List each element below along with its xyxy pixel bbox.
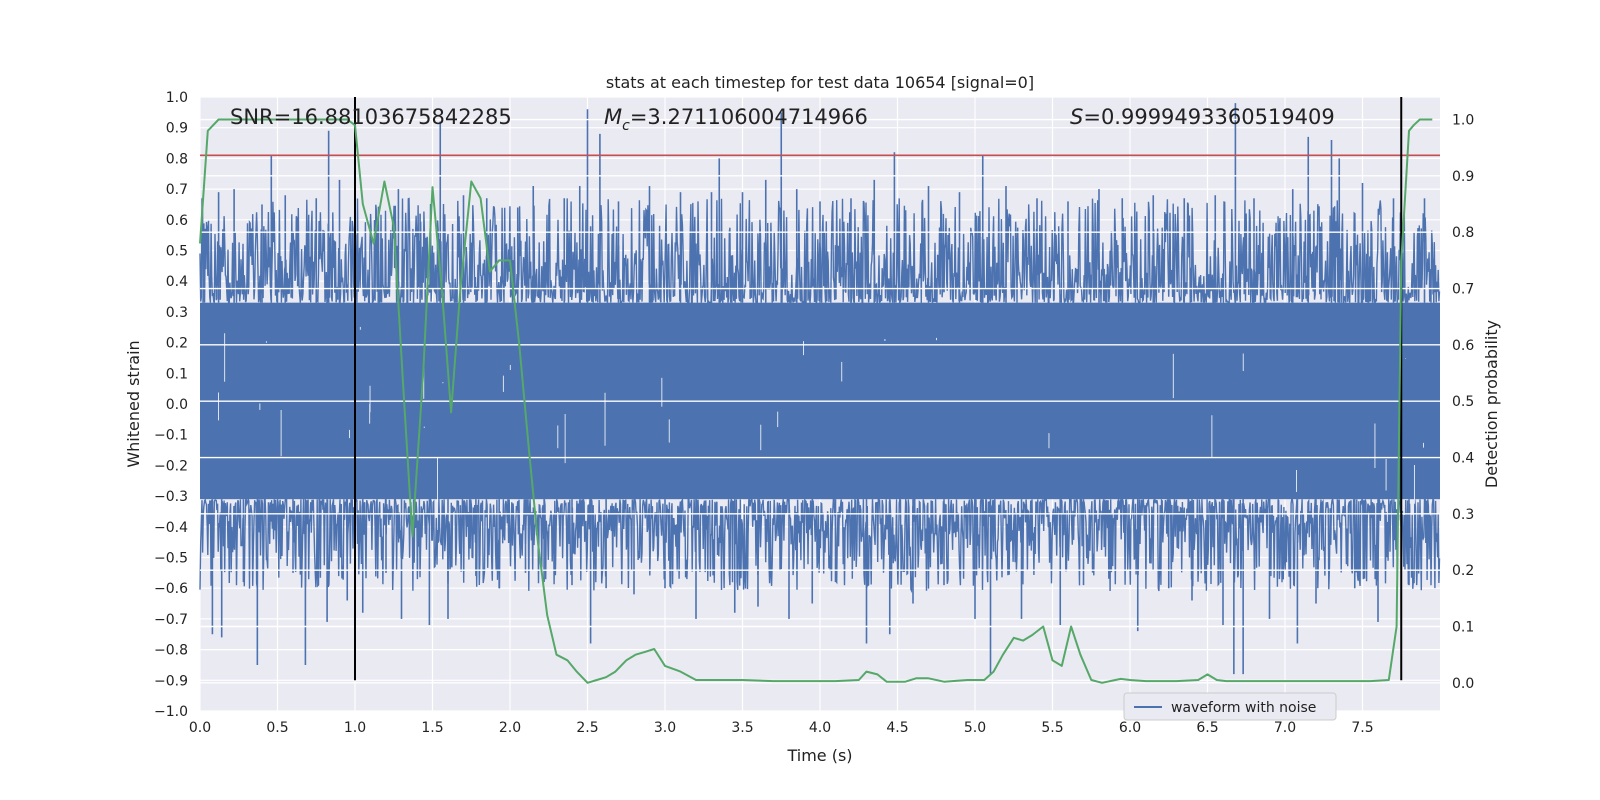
x-tick-label: 6.0: [1119, 720, 1141, 736]
x-tick-label: 5.5: [1041, 720, 1063, 736]
y2-tick-label: 0.1: [1452, 620, 1474, 636]
y2-tick-label: 0.4: [1452, 451, 1474, 467]
y-tick-label: 0.3: [166, 305, 188, 321]
waveform-lower-noise: [199, 496, 1441, 594]
x-tick-label: 4.0: [809, 720, 831, 736]
legend-box: [1123, 692, 1337, 721]
y-tick-label: 0.8: [166, 151, 188, 167]
x-tick-label: 1.0: [344, 720, 366, 736]
y-tick-label: −0.1: [154, 428, 188, 444]
y-tick-label: −0.2: [154, 458, 188, 474]
x-tick-label: 1.5: [421, 720, 443, 736]
mc-annotation: Mc=3.271106004714966: [604, 105, 868, 134]
y-tick-label: 0.4: [166, 274, 188, 290]
s-annotation: S=0.9999493360519409: [1070, 105, 1335, 129]
y2-axis-label: Detection probability: [1482, 320, 1501, 488]
y-tick-label: −0.7: [154, 612, 188, 628]
x-tick-label: 7.0: [1274, 720, 1296, 736]
y2-tick-label: 0.6: [1452, 338, 1474, 354]
y2-tick-label: 0.3: [1452, 507, 1474, 523]
y2-tick-label: 0.0: [1452, 676, 1474, 692]
x-tick-label: 0.5: [266, 720, 288, 736]
y-tick-label: −0.5: [154, 551, 188, 567]
y2-tick-label: 1.0: [1452, 113, 1474, 129]
s-symbol: S: [1070, 105, 1083, 129]
x-tick-label: 0.0: [189, 720, 211, 736]
y2-tick-label: 0.9: [1452, 169, 1474, 185]
chart-title: stats at each timestep for test data 106…: [606, 73, 1034, 92]
y-tick-label: 0.1: [166, 366, 188, 382]
legend: waveform with noise: [1123, 692, 1337, 721]
x-tick-label: 3.5: [731, 720, 753, 736]
snr-annotation: SNR=16.88103675842285: [230, 105, 512, 129]
legend-entry-waveform: waveform with noise: [1171, 700, 1316, 716]
y-tick-label: −0.6: [154, 581, 188, 597]
x-tick-label: 7.5: [1351, 720, 1373, 736]
x-tick-labels: 0.0 0.5 1.0 1.5 2.0 2.5 3.0 3.5 4.0 4.5 5.0 5.5 6.0 6…: [189, 720, 1374, 736]
y-tick-label: −0.3: [154, 489, 188, 505]
y-axis-label: Whitened strain: [124, 340, 143, 467]
detection-grid: [200, 118, 1440, 684]
mc-subscript: c: [622, 118, 630, 134]
y2-tick-label: 0.2: [1452, 563, 1474, 579]
y-tick-label: 0.0: [166, 397, 188, 413]
y2-tick-label: 0.8: [1452, 225, 1474, 241]
detection-probability-line: [199, 118, 1433, 684]
y2-tick-label: 0.5: [1452, 394, 1474, 410]
s-value: =0.9999493360519409: [1083, 105, 1334, 129]
x-tick-label: 4.5: [886, 720, 908, 736]
mc-symbol: M: [604, 105, 622, 129]
x-axis-label: Time (s): [786, 746, 852, 765]
y-tick-label: −0.9: [154, 673, 188, 689]
y-tick-label: 0.6: [166, 213, 188, 229]
y-tick-label: −0.8: [154, 643, 188, 659]
x-tick-label: 3.0: [654, 720, 676, 736]
x-tick-label: 5.0: [964, 720, 986, 736]
y-tick-labels: 1.0 0.9 0.8 0.7 0.6 0.5 0.4 0.3 0.2 0.1 0.0 −0.1 −0.…: [154, 90, 188, 720]
x-tick-label: 2.0: [499, 720, 521, 736]
y-tick-label: −1.0: [154, 704, 188, 720]
y-tick-label: 0.9: [166, 121, 188, 137]
mc-value: =3.271106004714966: [630, 105, 868, 129]
y-tick-label: 0.2: [166, 336, 188, 352]
reference-lines: [200, 97, 1440, 681]
x-tick-label: 6.5: [1196, 720, 1218, 736]
y-tick-label: 0.7: [166, 182, 188, 198]
detection-probability-series: [199, 118, 1433, 684]
x-tick-label: 2.5: [576, 720, 598, 736]
y2-tick-labels: 1.0 0.9 0.8 0.7 0.6 0.5 0.4 0.3 0.2 0.1 0.0: [1452, 113, 1474, 692]
y-tick-label: −0.4: [154, 520, 188, 536]
y-tick-label: 1.0: [166, 90, 188, 106]
y-tick-label: 0.5: [166, 244, 188, 260]
y2-tick-label: 0.7: [1452, 282, 1474, 298]
